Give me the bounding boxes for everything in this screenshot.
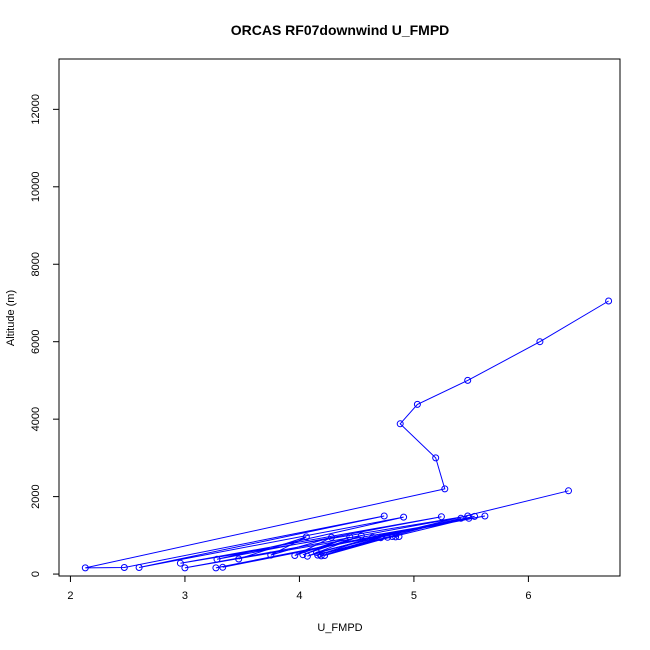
data-point [317,552,325,560]
data-point [465,514,473,522]
data-point [219,563,227,571]
data-point [377,534,385,542]
data-point [328,533,335,541]
y-tick-label: 10000 [30,172,42,203]
x-axis: 2 3 4 5 6 [67,576,531,602]
data-point [437,513,445,521]
data-point [605,297,613,305]
y-tick-label: 6000 [30,329,42,353]
data-point [314,551,322,559]
data-point [396,420,404,428]
x-tick-label: 6 [525,590,531,602]
data-point [464,376,472,384]
y-tick-label: 12000 [30,94,42,125]
y-axis: 0 2000 4000 6000 8000 10000 12000 [30,94,59,577]
data-point [213,555,221,563]
plot-frame [58,58,621,577]
data-point [432,454,440,462]
x-tick-label: 5 [411,590,417,602]
data-point [536,338,544,346]
x-tick-label: 3 [182,590,188,602]
y-axis-label: Altitude (m) [5,290,17,346]
data-point [299,551,307,559]
data-point [565,487,572,495]
data-point [481,512,489,520]
x-axis-label: U_FMPD [317,622,362,634]
data-point [81,564,89,572]
data-point [380,512,388,520]
data-point [413,400,421,408]
series-lines [85,300,609,569]
data-point [176,559,184,567]
chart-title: ORCAS RF07downwind U_FMPD [231,22,450,38]
data-point [400,513,408,521]
data-point [384,533,392,541]
data-point [369,533,377,541]
series-line [85,300,609,569]
data-point [321,552,329,559]
data-point [302,533,310,541]
series-line [238,535,400,560]
data-point [120,564,128,571]
y-tick-label: 2000 [30,484,42,508]
y-tick-label: 4000 [30,407,42,431]
data-point [388,533,396,540]
data-point [392,533,400,541]
series-points [81,297,613,572]
data-point [457,514,465,522]
y-tick-label: 0 [30,571,42,577]
data-point [441,485,449,493]
data-point [303,552,311,560]
x-tick-label: 4 [296,590,302,602]
x-tick-label: 2 [67,590,73,602]
data-point [291,552,299,559]
data-point [135,564,143,571]
data-point [235,555,243,563]
data-point [181,564,189,572]
data-point [212,564,220,572]
data-point [346,533,354,541]
data-point [267,551,275,559]
data-point [395,533,403,540]
data-point [357,532,365,540]
y-tick-label: 8000 [30,252,42,276]
